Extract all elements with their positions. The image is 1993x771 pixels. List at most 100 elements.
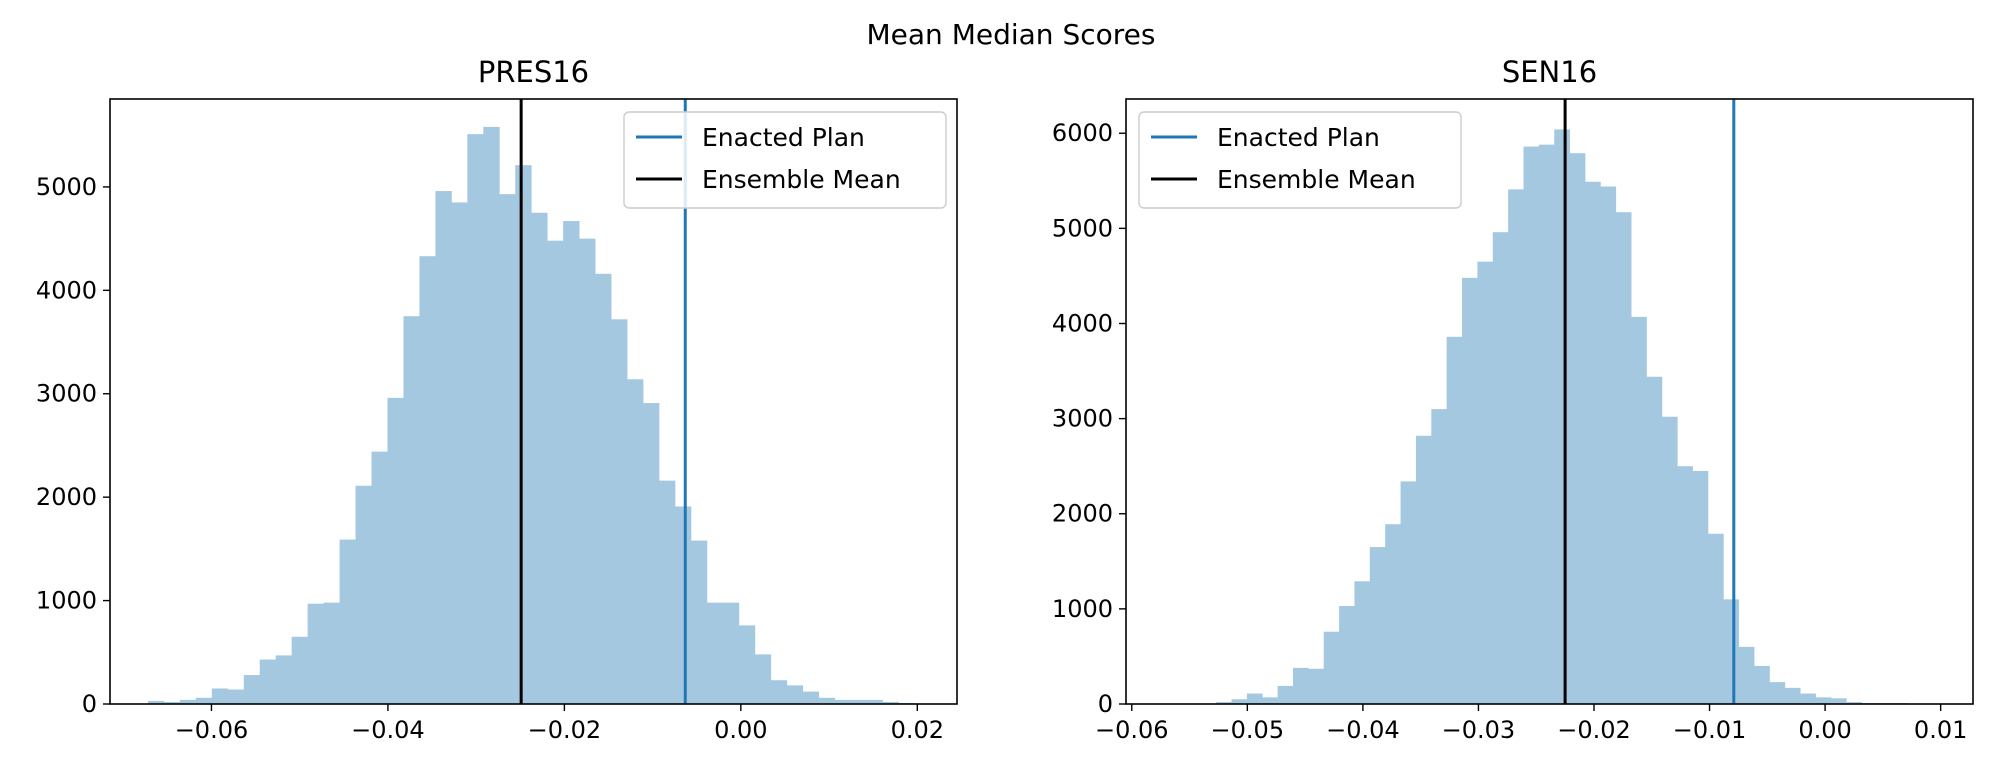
y-tick-label: 5000 xyxy=(1052,214,1113,242)
histogram-bar xyxy=(467,134,484,704)
histogram-bar xyxy=(435,191,452,705)
y-tick-label: 2000 xyxy=(36,483,97,511)
histogram-bar xyxy=(1323,631,1340,704)
histogram-bar xyxy=(1415,435,1432,704)
histogram-bar xyxy=(1569,153,1586,705)
y-tick-label: 3000 xyxy=(36,380,97,408)
histogram-bar xyxy=(371,451,388,704)
histogram-bar xyxy=(818,697,836,704)
histogram-bar xyxy=(579,238,596,704)
histogram-bar xyxy=(1707,533,1724,704)
x-tick-label: −0.04 xyxy=(351,716,425,744)
legend-label: Enacted Plan xyxy=(1217,123,1380,152)
histogram-bar xyxy=(611,319,628,704)
axes-frame xyxy=(109,98,958,705)
histogram-bar xyxy=(1815,697,1832,704)
histogram-bar xyxy=(403,316,420,704)
histogram-bar xyxy=(1385,524,1401,704)
y-tick-label: 0 xyxy=(82,690,97,718)
histogram-bar xyxy=(1677,466,1693,704)
histogram-bar xyxy=(307,603,325,704)
histogram-bar xyxy=(627,379,644,704)
histogram-bars xyxy=(1216,129,1909,705)
x-tick-label: −0.04 xyxy=(1326,716,1400,744)
panel-title: PRES16 xyxy=(478,55,589,89)
histogram-bar xyxy=(1661,416,1678,704)
legend-label: Enacted Plan xyxy=(702,123,865,152)
y-tick-label: 1000 xyxy=(36,587,97,615)
histogram-bar xyxy=(531,212,548,704)
x-tick-label: 0.00 xyxy=(714,716,767,744)
histogram-bar xyxy=(1554,129,1571,704)
histogram-bar xyxy=(882,701,899,704)
histogram-bar xyxy=(483,126,500,704)
histogram-bar xyxy=(1446,336,1463,704)
x-tick-label: −0.06 xyxy=(1095,716,1169,744)
x-tick-label: −0.06 xyxy=(175,716,249,744)
histogram-bar xyxy=(1277,685,1294,704)
x-tick-label: −0.02 xyxy=(1557,716,1631,744)
histogram-bar xyxy=(754,654,772,704)
histogram-bar xyxy=(1462,277,1478,704)
histogram-bar xyxy=(834,699,851,704)
histogram-bar xyxy=(770,680,788,704)
histogram-bar xyxy=(1431,409,1448,704)
histogram-bar xyxy=(595,273,612,704)
histogram-bar xyxy=(1631,316,1647,704)
histogram-bar xyxy=(722,602,740,704)
histogram-bar xyxy=(1846,702,1863,704)
histogram-bar xyxy=(547,240,564,704)
histogram-bar xyxy=(690,540,708,704)
histogram-bar xyxy=(563,221,580,705)
histogram-bar xyxy=(1615,212,1632,704)
histogram-bar xyxy=(674,506,692,704)
histogram-bar xyxy=(339,539,356,704)
histogram-bar xyxy=(1523,146,1540,705)
histogram-bar xyxy=(1646,376,1663,704)
histogram-bar xyxy=(1830,698,1847,704)
figure-suptitle: Mean Median Scores xyxy=(867,18,1156,51)
histogram-bar xyxy=(195,697,213,704)
histogram-bar xyxy=(275,655,293,704)
x-tick-label: −0.03 xyxy=(1442,716,1516,744)
histogram-bar xyxy=(387,397,404,704)
x-tick-label: 0.00 xyxy=(1798,716,1851,744)
histogram-bar xyxy=(1246,693,1263,704)
x-tick-label: −0.01 xyxy=(1673,716,1747,744)
histogram-bar xyxy=(259,659,277,704)
x-tick-label: −0.02 xyxy=(528,716,602,744)
legend-box xyxy=(623,111,947,209)
histogram-bar xyxy=(1723,599,1740,704)
y-tick-label: 4000 xyxy=(1052,309,1113,337)
histogram-bar xyxy=(1308,668,1325,704)
histogram-bar xyxy=(419,256,436,704)
y-tick-label: 2000 xyxy=(1052,500,1113,528)
histogram-bar xyxy=(147,700,165,704)
histogram-bar xyxy=(1477,261,1494,704)
y-tick-label: 6000 xyxy=(1052,119,1113,147)
histogram-bar xyxy=(738,625,756,704)
panel-sen16: −0.06 −0.05 −0.04 −0.03 −0.02 −0.01 0.00 0.01 0 1… xyxy=(1052,55,1974,744)
histogram-bar xyxy=(642,403,660,704)
histogram-bar xyxy=(211,688,229,704)
y-tick-label: 0 xyxy=(1098,690,1113,718)
histogram-bar xyxy=(1292,667,1309,704)
histogram-bar xyxy=(802,691,820,704)
histogram-bar xyxy=(1754,665,1770,704)
histogram-bar xyxy=(1400,481,1417,704)
histogram-bar xyxy=(1216,702,1232,704)
histogram-bar xyxy=(1492,232,1509,705)
histogram-bar xyxy=(163,701,181,704)
histogram-bar xyxy=(323,602,340,704)
histogram-bar xyxy=(1231,699,1248,704)
histogram-bar xyxy=(786,685,804,704)
legend: Enacted Plan Ensemble Mean xyxy=(623,111,947,209)
legend-label: Ensemble Mean xyxy=(702,165,901,194)
histogram-bar xyxy=(1692,470,1709,704)
histogram-bar xyxy=(1738,646,1755,704)
y-tick-label: 3000 xyxy=(1052,405,1113,433)
histogram-bar xyxy=(1354,581,1371,704)
histogram-bar xyxy=(866,699,883,704)
histogram-bar xyxy=(227,689,245,704)
